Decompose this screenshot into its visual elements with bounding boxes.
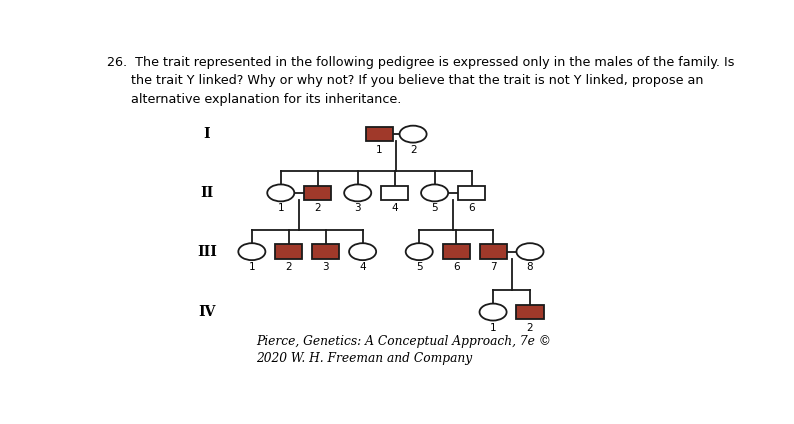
Text: IV: IV bbox=[198, 305, 216, 319]
Text: 7: 7 bbox=[490, 262, 496, 272]
Ellipse shape bbox=[344, 184, 372, 201]
Ellipse shape bbox=[480, 304, 507, 321]
Text: 1: 1 bbox=[376, 145, 383, 155]
Text: Pierce, Genetics: A Conceptual Approach, 7e ©
2020 W. H. Freeman and Company: Pierce, Genetics: A Conceptual Approach,… bbox=[256, 335, 551, 365]
Text: 4: 4 bbox=[360, 262, 366, 272]
Text: 5: 5 bbox=[416, 262, 422, 272]
Text: 3: 3 bbox=[322, 262, 329, 272]
Bar bbox=[304, 186, 331, 200]
Text: 1: 1 bbox=[490, 323, 496, 332]
Ellipse shape bbox=[268, 184, 295, 201]
Text: I: I bbox=[203, 127, 210, 141]
Text: 2: 2 bbox=[314, 204, 321, 213]
Text: 6: 6 bbox=[468, 204, 475, 213]
Bar bbox=[276, 245, 303, 259]
Text: III: III bbox=[197, 245, 217, 259]
Text: 8: 8 bbox=[526, 262, 534, 272]
Bar bbox=[480, 245, 507, 259]
Text: 26.  The trait represented in the following pedigree is expressed only in the ma: 26. The trait represented in the followi… bbox=[106, 56, 734, 106]
Ellipse shape bbox=[406, 243, 433, 260]
Text: 4: 4 bbox=[391, 204, 398, 213]
Bar bbox=[516, 305, 544, 319]
Bar bbox=[458, 186, 485, 200]
Text: 2: 2 bbox=[410, 145, 416, 155]
Ellipse shape bbox=[516, 243, 544, 260]
Text: II: II bbox=[200, 186, 214, 200]
Bar bbox=[312, 245, 339, 259]
Ellipse shape bbox=[399, 126, 426, 142]
Text: 1: 1 bbox=[277, 204, 284, 213]
Text: 2: 2 bbox=[286, 262, 292, 272]
Ellipse shape bbox=[421, 184, 448, 201]
Ellipse shape bbox=[238, 243, 265, 260]
Text: 1: 1 bbox=[249, 262, 255, 272]
Ellipse shape bbox=[349, 243, 376, 260]
Text: 2: 2 bbox=[526, 323, 534, 332]
Bar bbox=[381, 186, 408, 200]
Text: 6: 6 bbox=[453, 262, 460, 272]
Bar bbox=[366, 127, 393, 141]
Bar bbox=[442, 245, 470, 259]
Text: 3: 3 bbox=[354, 204, 361, 213]
Text: 5: 5 bbox=[431, 204, 438, 213]
